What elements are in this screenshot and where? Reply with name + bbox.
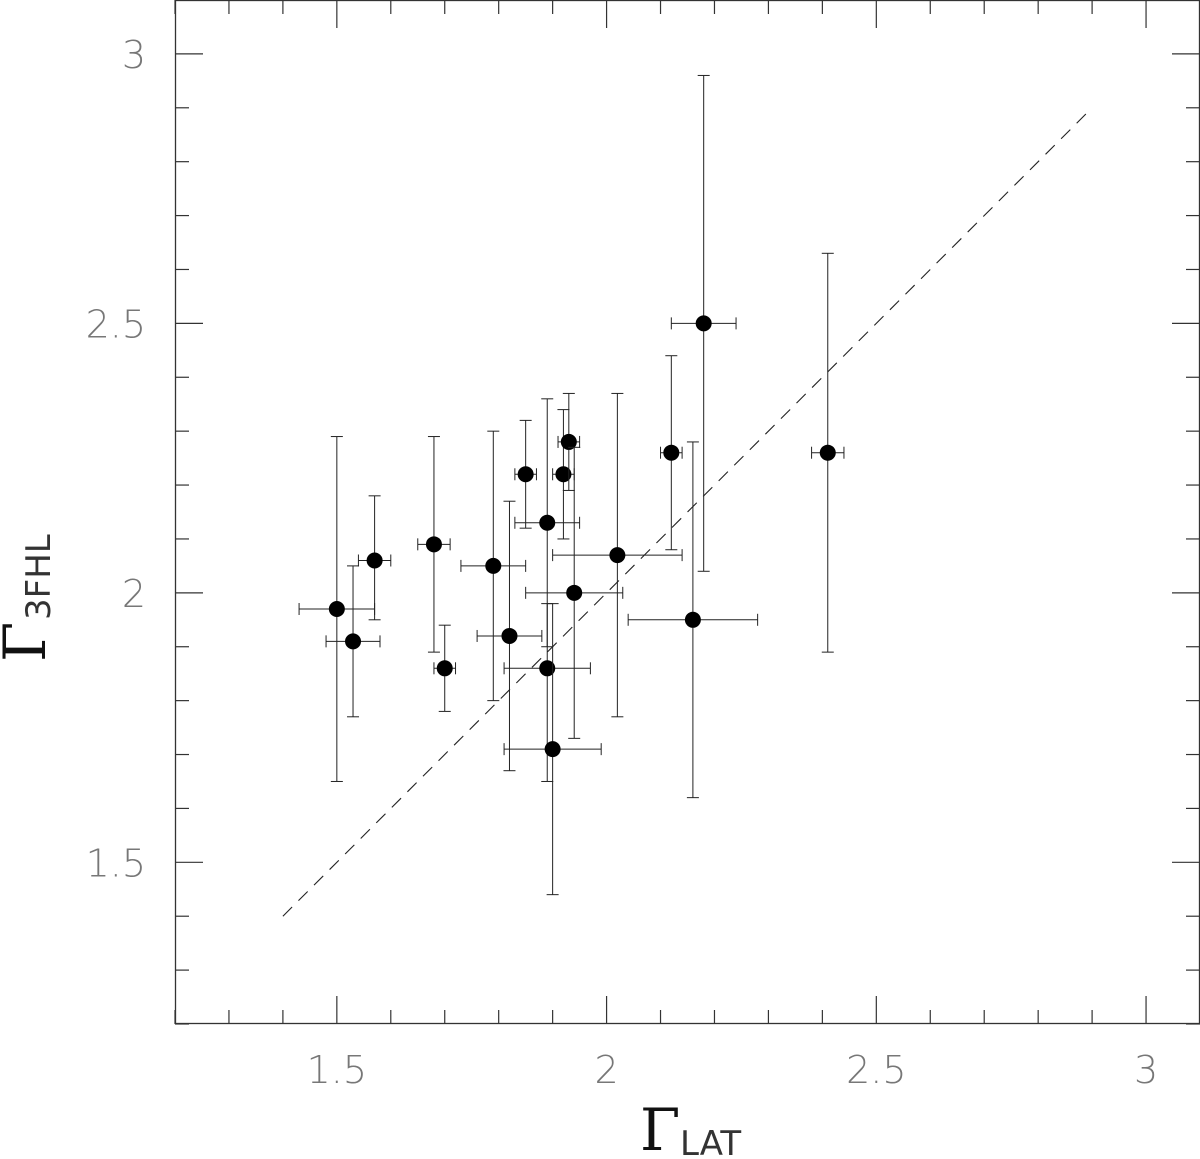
point-marker xyxy=(366,552,383,569)
point-marker xyxy=(539,660,556,677)
data-point xyxy=(670,74,737,572)
point-marker xyxy=(663,444,680,461)
point-marker xyxy=(684,611,701,628)
data-point xyxy=(433,624,457,712)
point-marker xyxy=(560,433,577,450)
x-tick-label: 1.5 xyxy=(307,1048,367,1092)
y-tick-label: 3 xyxy=(122,33,146,77)
point-marker xyxy=(566,584,583,601)
point-marker xyxy=(609,547,626,564)
x-axis-subscript: LAT xyxy=(680,1124,741,1159)
data-point xyxy=(552,392,683,718)
reference-line xyxy=(282,107,1093,917)
data-point xyxy=(476,500,543,772)
data-point xyxy=(514,398,581,648)
x-axis-symbol: Γ xyxy=(640,1096,680,1159)
point-marker xyxy=(544,741,561,758)
data-point xyxy=(503,603,602,896)
axis-titles: Γ LAT Γ 3FHL xyxy=(0,534,741,1159)
data-point xyxy=(552,409,575,540)
data-point xyxy=(557,392,581,491)
point-marker xyxy=(555,466,572,483)
y-tick-label: 1.5 xyxy=(86,841,146,885)
point-marker xyxy=(425,536,442,553)
x-tick-label: 2 xyxy=(594,1048,618,1092)
point-marker xyxy=(695,315,712,332)
reference-line-group xyxy=(282,107,1093,917)
y-tick-label: 2.5 xyxy=(86,302,146,346)
point-marker xyxy=(819,444,836,461)
point-marker xyxy=(485,557,502,574)
data-point xyxy=(514,419,537,529)
data-point xyxy=(357,495,392,621)
y-axis-subscript: 3FHL xyxy=(19,534,59,620)
y-axis-symbol: Γ xyxy=(0,622,59,662)
data-point xyxy=(298,436,376,782)
y-tick-label: 2 xyxy=(122,572,146,616)
x-tick-label: 3 xyxy=(1134,1048,1158,1092)
point-marker xyxy=(517,466,534,483)
point-marker xyxy=(345,633,362,650)
data-points xyxy=(298,74,845,896)
axes: 1.5 2 2.5 3 1.5 2 2.5 3 xyxy=(86,0,1200,1092)
data-point xyxy=(417,436,451,653)
point-marker xyxy=(501,627,518,644)
data-point xyxy=(811,252,845,653)
data-point xyxy=(627,441,759,799)
data-point xyxy=(525,446,624,739)
point-marker xyxy=(539,514,556,531)
data-point xyxy=(325,565,381,718)
point-marker xyxy=(328,601,345,618)
point-marker xyxy=(436,660,453,677)
data-point xyxy=(460,430,527,702)
data-point xyxy=(660,355,683,551)
x-tick-label: 2.5 xyxy=(846,1048,906,1092)
